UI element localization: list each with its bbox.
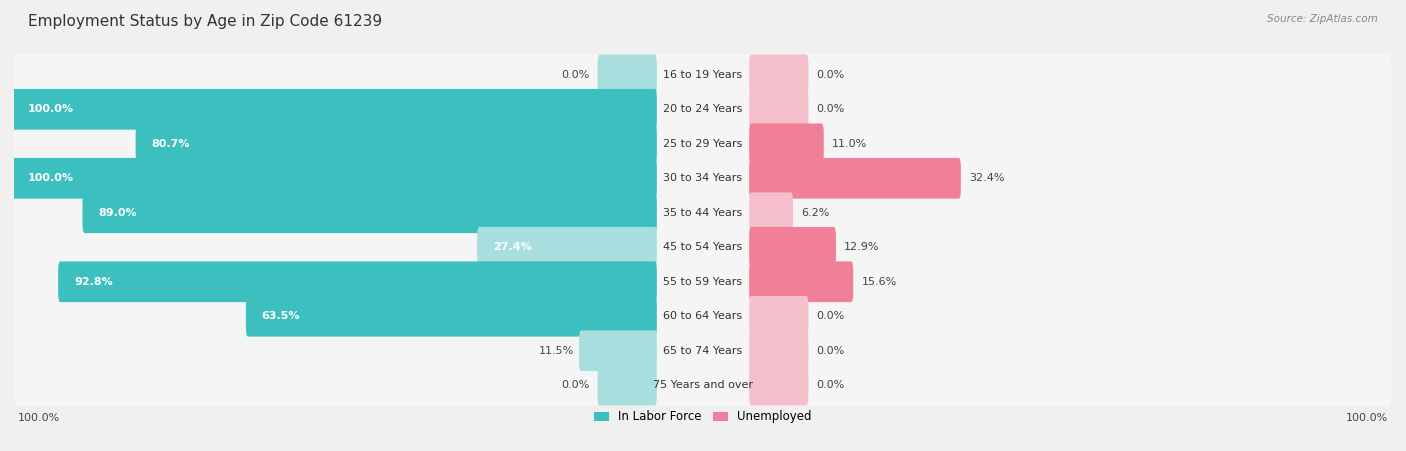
Text: 0.0%: 0.0% <box>817 70 845 80</box>
FancyBboxPatch shape <box>14 355 1392 415</box>
FancyBboxPatch shape <box>749 331 808 371</box>
Text: 92.8%: 92.8% <box>75 277 112 287</box>
FancyBboxPatch shape <box>14 321 1392 381</box>
Text: 0.0%: 0.0% <box>817 311 845 321</box>
FancyBboxPatch shape <box>14 150 1392 207</box>
FancyBboxPatch shape <box>14 114 1392 174</box>
Text: 45 to 54 Years: 45 to 54 Years <box>664 242 742 252</box>
Text: Employment Status by Age in Zip Code 61239: Employment Status by Age in Zip Code 612… <box>28 14 382 28</box>
FancyBboxPatch shape <box>14 286 1392 346</box>
FancyBboxPatch shape <box>749 365 808 405</box>
FancyBboxPatch shape <box>58 262 657 302</box>
FancyBboxPatch shape <box>14 217 1392 277</box>
FancyBboxPatch shape <box>749 227 837 267</box>
FancyBboxPatch shape <box>598 55 657 95</box>
FancyBboxPatch shape <box>14 183 1392 243</box>
Text: 100.0%: 100.0% <box>17 413 59 423</box>
FancyBboxPatch shape <box>14 81 1392 138</box>
FancyBboxPatch shape <box>14 184 1392 241</box>
Text: 0.0%: 0.0% <box>561 70 589 80</box>
Text: 75 Years and over: 75 Years and over <box>652 380 754 390</box>
FancyBboxPatch shape <box>14 79 1392 139</box>
FancyBboxPatch shape <box>749 55 808 95</box>
FancyBboxPatch shape <box>13 89 657 129</box>
FancyBboxPatch shape <box>14 45 1392 105</box>
FancyBboxPatch shape <box>749 124 824 164</box>
Text: 80.7%: 80.7% <box>152 139 190 149</box>
Text: 35 to 44 Years: 35 to 44 Years <box>664 208 742 218</box>
Text: 89.0%: 89.0% <box>98 208 136 218</box>
FancyBboxPatch shape <box>14 252 1392 312</box>
FancyBboxPatch shape <box>749 296 808 336</box>
FancyBboxPatch shape <box>598 365 657 405</box>
FancyBboxPatch shape <box>14 357 1392 414</box>
Text: 100.0%: 100.0% <box>28 173 75 183</box>
Text: 32.4%: 32.4% <box>969 173 1005 183</box>
FancyBboxPatch shape <box>13 158 657 198</box>
Text: 100.0%: 100.0% <box>1347 413 1389 423</box>
FancyBboxPatch shape <box>477 227 657 267</box>
FancyBboxPatch shape <box>14 322 1392 379</box>
Text: 30 to 34 Years: 30 to 34 Years <box>664 173 742 183</box>
Text: 20 to 24 Years: 20 to 24 Years <box>664 104 742 114</box>
FancyBboxPatch shape <box>14 148 1392 208</box>
Text: 16 to 19 Years: 16 to 19 Years <box>664 70 742 80</box>
Text: 60 to 64 Years: 60 to 64 Years <box>664 311 742 321</box>
Text: 25 to 29 Years: 25 to 29 Years <box>664 139 742 149</box>
Text: 0.0%: 0.0% <box>817 346 845 356</box>
Text: 27.4%: 27.4% <box>494 242 531 252</box>
Text: Source: ZipAtlas.com: Source: ZipAtlas.com <box>1267 14 1378 23</box>
FancyBboxPatch shape <box>14 253 1392 310</box>
Text: 100.0%: 100.0% <box>28 104 75 114</box>
Text: 63.5%: 63.5% <box>262 311 301 321</box>
FancyBboxPatch shape <box>749 193 793 233</box>
FancyBboxPatch shape <box>246 296 657 336</box>
Text: 6.2%: 6.2% <box>801 208 830 218</box>
Text: 0.0%: 0.0% <box>561 380 589 390</box>
FancyBboxPatch shape <box>14 288 1392 345</box>
Text: 11.5%: 11.5% <box>538 346 574 356</box>
Text: 0.0%: 0.0% <box>817 380 845 390</box>
Text: 55 to 59 Years: 55 to 59 Years <box>664 277 742 287</box>
Text: 0.0%: 0.0% <box>817 104 845 114</box>
Text: 12.9%: 12.9% <box>844 242 880 252</box>
FancyBboxPatch shape <box>749 89 808 129</box>
Text: 15.6%: 15.6% <box>862 277 897 287</box>
FancyBboxPatch shape <box>83 193 657 233</box>
FancyBboxPatch shape <box>14 46 1392 103</box>
Text: 65 to 74 Years: 65 to 74 Years <box>664 346 742 356</box>
FancyBboxPatch shape <box>749 158 960 198</box>
FancyBboxPatch shape <box>579 331 657 371</box>
Text: 11.0%: 11.0% <box>832 139 868 149</box>
Legend: In Labor Force, Unemployed: In Labor Force, Unemployed <box>589 406 817 428</box>
FancyBboxPatch shape <box>749 262 853 302</box>
FancyBboxPatch shape <box>135 124 657 164</box>
FancyBboxPatch shape <box>14 115 1392 172</box>
FancyBboxPatch shape <box>14 219 1392 276</box>
